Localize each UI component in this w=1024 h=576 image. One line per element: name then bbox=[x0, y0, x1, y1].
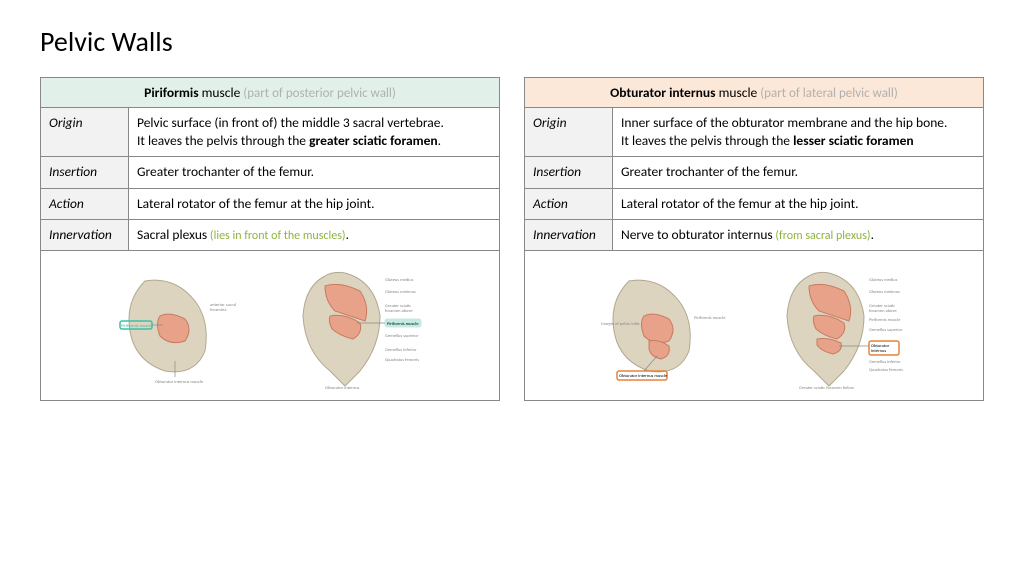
innervation-r-main: Nerve to obturator internus bbox=[621, 226, 773, 243]
insertion-label: Insertion bbox=[41, 157, 129, 188]
svg-text:Gemellus superior: Gemellus superior bbox=[869, 328, 903, 333]
origin-label: Origin bbox=[41, 108, 129, 157]
obturator-word-muscle: muscle bbox=[716, 84, 758, 101]
piriformis-table: Piriformis muscle (part of posterior pel… bbox=[40, 77, 500, 401]
page-title: Pelvic Walls bbox=[40, 24, 984, 59]
columns-container: Piriformis muscle (part of posterior pel… bbox=[40, 77, 984, 401]
origin-line2a: It leaves the pelvis through the bbox=[137, 132, 309, 149]
insertion-label-r: Insertion bbox=[525, 157, 613, 188]
insertion-text-r: Greater trochanter of the femur. bbox=[613, 157, 984, 188]
origin-r-line1: Inner surface of the obturator membrane … bbox=[621, 114, 947, 131]
action-text-r: Lateral rotator of the femur at the hip … bbox=[613, 188, 984, 219]
origin-bold: greater sciatic foramen bbox=[309, 132, 438, 149]
action-label-r: Action bbox=[525, 188, 613, 219]
innervation-main: Sacral plexus bbox=[137, 226, 207, 243]
innervation-text-r: Nerve to obturator internus (from sacral… bbox=[613, 219, 984, 250]
piriformis-diagram-cell: Piriformis muscle Obturator internus mus… bbox=[41, 251, 500, 401]
innervation-r-dot: . bbox=[871, 226, 874, 243]
obturator-table: Obturator internus muscle (part of later… bbox=[524, 77, 984, 401]
svg-text:Greater sciatic foramen below: Greater sciatic foramen below bbox=[799, 386, 855, 391]
origin-r-bold: lesser sciatic foramen bbox=[793, 132, 914, 149]
piriformis-word-muscle: muscle bbox=[199, 84, 241, 101]
svg-text:Obturator internus muscle: Obturator internus muscle bbox=[155, 380, 204, 385]
svg-text:Gluteus medius: Gluteus medius bbox=[385, 278, 414, 283]
piriformis-subtitle: (part of posterior pelvic wall) bbox=[240, 86, 396, 101]
obturator-diagram-cell: Obturator internus muscle Margin of pelv… bbox=[525, 251, 984, 401]
svg-text:foramina: foramina bbox=[210, 308, 226, 313]
svg-text:foramen above: foramen above bbox=[869, 309, 897, 314]
pelvis-lateral-diagram-r: Obturator internus muscle Margin of pelv… bbox=[599, 261, 739, 391]
svg-text:Obturator internus muscle: Obturator internus muscle bbox=[619, 374, 668, 379]
innervation-label: Innervation bbox=[41, 219, 129, 250]
innervation-r-note: (from sacral plexus) bbox=[773, 229, 871, 243]
obturator-name: Obturator internus bbox=[610, 84, 715, 101]
pelvis-posterior-diagram-r: Obturator internus Gluteus medius Gluteu… bbox=[769, 261, 909, 391]
svg-text:Piriformis muscle: Piriformis muscle bbox=[694, 316, 726, 321]
origin-text: Pelvic surface (in front of) the middle … bbox=[129, 108, 500, 157]
svg-text:Gluteus minimus: Gluteus minimus bbox=[385, 290, 416, 295]
origin-line1: Pelvic surface (in front of) the middle … bbox=[137, 114, 444, 131]
svg-text:Piriformis muscle: Piriformis muscle bbox=[387, 322, 419, 327]
obturator-header: Obturator internus muscle (part of later… bbox=[525, 78, 984, 108]
right-column: Obturator internus muscle (part of later… bbox=[524, 77, 984, 401]
piriformis-name: Piriformis bbox=[144, 84, 198, 101]
innervation-label-r: Innervation bbox=[525, 219, 613, 250]
svg-text:Obturator internus: Obturator internus bbox=[325, 386, 360, 391]
piriformis-header: Piriformis muscle (part of posterior pel… bbox=[41, 78, 500, 108]
svg-text:Piriformis muscle: Piriformis muscle bbox=[121, 324, 153, 329]
svg-text:Quadratus femoris: Quadratus femoris bbox=[385, 358, 419, 363]
svg-text:Gemellus superior: Gemellus superior bbox=[385, 334, 419, 339]
action-label: Action bbox=[41, 188, 129, 219]
origin-label-r: Origin bbox=[525, 108, 613, 157]
svg-text:Piriformis muscle: Piriformis muscle bbox=[869, 318, 901, 323]
action-text: Lateral rotator of the femur at the hip … bbox=[129, 188, 500, 219]
origin-line2b: . bbox=[438, 132, 441, 149]
svg-text:Gluteus medius: Gluteus medius bbox=[869, 278, 898, 283]
innervation-text: Sacral plexus (lies in front of the musc… bbox=[129, 219, 500, 250]
svg-text:Margin of pelvic inlet: Margin of pelvic inlet bbox=[601, 322, 640, 327]
pelvis-lateral-diagram: Piriformis muscle Obturator internus mus… bbox=[115, 261, 255, 391]
svg-text:foramen above: foramen above bbox=[385, 309, 413, 314]
innervation-note: (lies in front of the muscles) bbox=[207, 229, 345, 243]
insertion-text: Greater trochanter of the femur. bbox=[129, 157, 500, 188]
svg-text:Gluteus minimus: Gluteus minimus bbox=[869, 290, 900, 295]
left-column: Piriformis muscle (part of posterior pel… bbox=[40, 77, 500, 401]
svg-text:Gemellus inferior: Gemellus inferior bbox=[869, 360, 901, 365]
origin-r-line2a: It leaves the pelvis through the bbox=[621, 132, 793, 149]
svg-text:Gemellus inferior: Gemellus inferior bbox=[385, 348, 417, 353]
obturator-subtitle: (part of lateral pelvic wall) bbox=[757, 86, 898, 101]
svg-text:internus: internus bbox=[871, 349, 886, 354]
origin-text-r: Inner surface of the obturator membrane … bbox=[613, 108, 984, 157]
pelvis-posterior-diagram: Piriformis muscle Gluteus medius Gluteus… bbox=[285, 261, 425, 391]
svg-text:Quadratus femoris: Quadratus femoris bbox=[869, 368, 903, 373]
innervation-dot: . bbox=[346, 226, 349, 243]
